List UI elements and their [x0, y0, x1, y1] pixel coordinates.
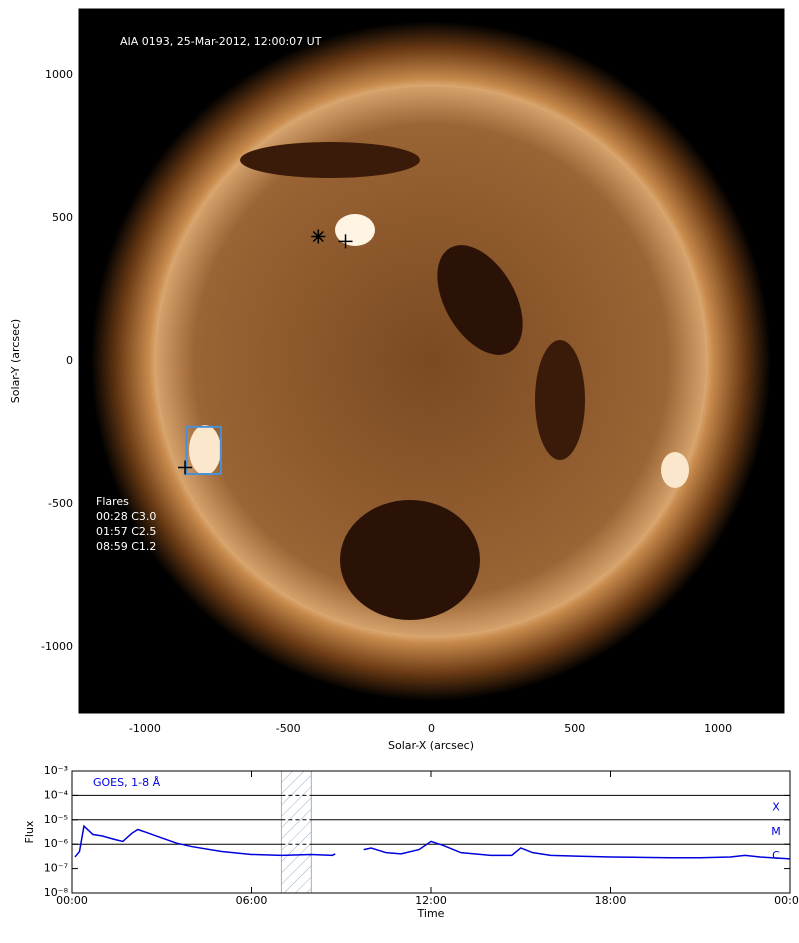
x-axis-label: Solar-X (arcsec): [388, 739, 474, 752]
x-axis-label: Time: [417, 907, 445, 920]
x-tick-label: 12:00: [415, 894, 447, 907]
y-tick-label: 1000: [45, 68, 73, 81]
solar-image: [79, 9, 784, 713]
x-tick-label: -500: [276, 722, 301, 735]
y-tick-label: 10⁻⁶: [44, 837, 69, 850]
highlight-region: [280, 770, 312, 894]
flare-list: Flares: [96, 495, 129, 508]
flux-line: [363, 840, 791, 860]
plot-frame: [71, 770, 791, 894]
region-box: [185, 425, 222, 476]
x-tick-label: 06:00: [236, 894, 268, 907]
class-label: C: [772, 849, 780, 862]
y-tick-label: -1000: [41, 640, 73, 653]
y-tick-label: 10⁻³: [44, 764, 68, 777]
x-tick-label: 00:00: [56, 894, 88, 907]
y-tick-label: 10⁻⁴: [44, 788, 69, 801]
flare-list: 01:57 C2.5: [96, 525, 156, 538]
x-tick-label: 0: [428, 722, 435, 735]
x-tick-label: -1000: [129, 722, 161, 735]
x-tick-label: 18:00: [595, 894, 627, 907]
flare-marker: [338, 234, 353, 249]
flare-list: 08:59 C1.2: [96, 540, 156, 553]
y-tick-label: 0: [66, 354, 73, 367]
y-tick-label: 500: [52, 211, 73, 224]
plot-area: [72, 771, 790, 893]
y-tick-label: 10⁻⁷: [44, 862, 68, 875]
flare-marker: [178, 460, 193, 475]
flux-line: [74, 824, 336, 858]
class-label: X: [772, 800, 780, 813]
y-axis-label: Solar-Y (arcsec): [9, 319, 22, 403]
image-annotation: AIA 0193, 25-Mar-2012, 12:00:07 UT: [120, 35, 322, 48]
class-label: M: [771, 825, 781, 838]
y-tick-label: -500: [48, 497, 73, 510]
y-tick-label: 10⁻⁸: [44, 886, 69, 899]
x-tick-label: 00:00: [774, 894, 799, 907]
y-tick-label: 10⁻⁵: [44, 813, 68, 826]
flare-list: 00:28 C3.0: [96, 510, 156, 523]
y-axis-label: Flux: [23, 820, 36, 843]
x-tick-label: 500: [564, 722, 585, 735]
legend: GOES, 1-8 Å: [93, 776, 161, 789]
x-tick-label: 1000: [704, 722, 732, 735]
flare-marker: [311, 229, 326, 244]
